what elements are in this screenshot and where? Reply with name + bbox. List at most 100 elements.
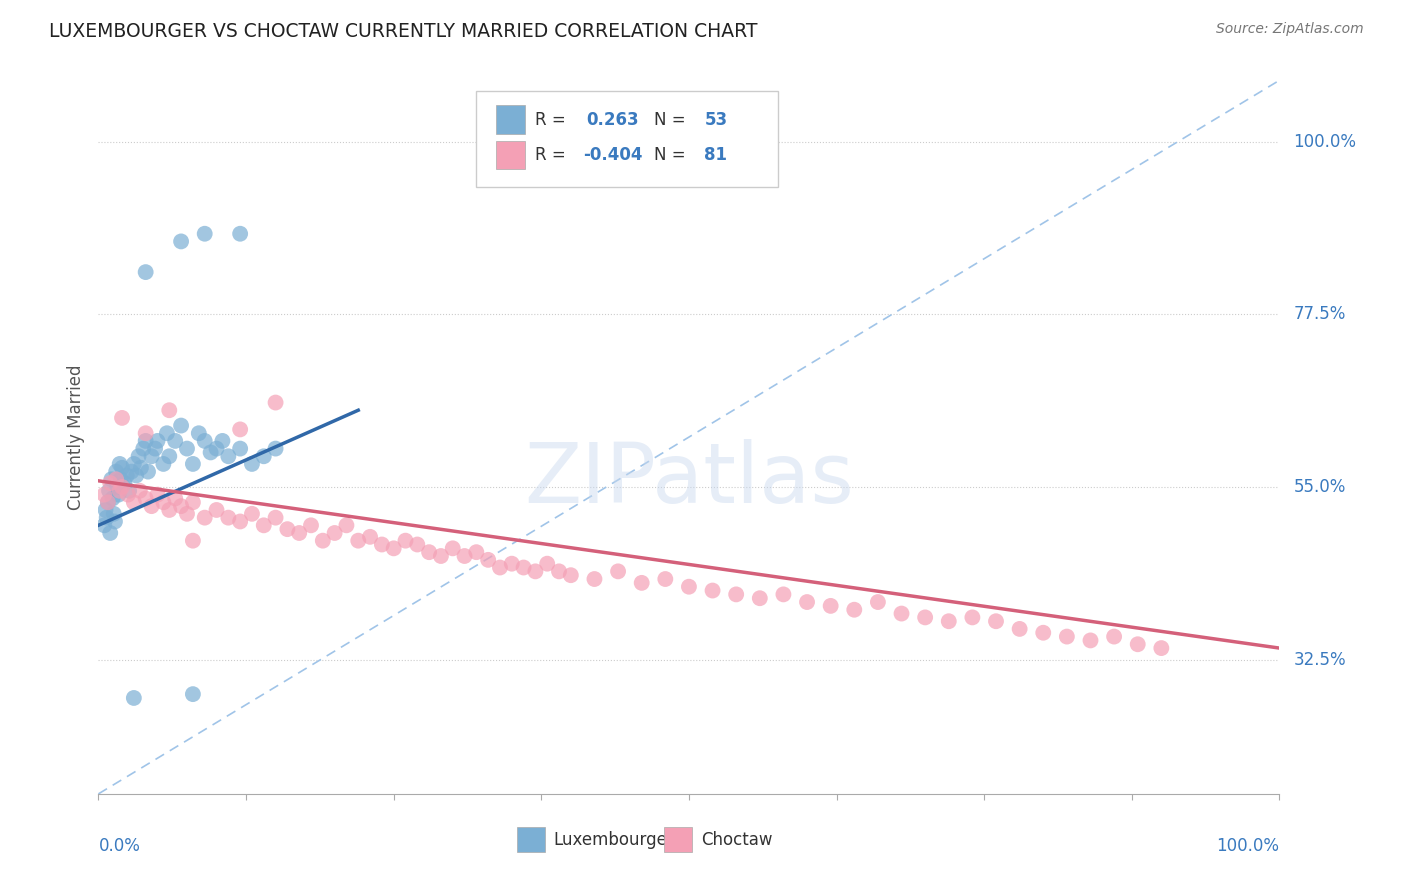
- Point: [240, 457, 263, 471]
- Point: [107, 488, 129, 502]
- Point: [146, 434, 169, 448]
- Point: [157, 503, 180, 517]
- Point: [394, 533, 416, 548]
- Point: [1032, 625, 1054, 640]
- Point: [430, 549, 453, 563]
- Point: [1150, 641, 1173, 656]
- Point: [128, 483, 150, 498]
- Point: [105, 480, 128, 494]
- Point: [98, 483, 121, 498]
- Point: [583, 572, 606, 586]
- Text: 100.0%: 100.0%: [1294, 133, 1357, 151]
- Point: [111, 410, 134, 425]
- Point: [118, 483, 141, 498]
- Point: [217, 510, 239, 524]
- Point: [820, 599, 842, 613]
- Point: [135, 434, 157, 448]
- Point: [536, 557, 558, 571]
- Point: [115, 468, 138, 483]
- Point: [477, 553, 499, 567]
- Point: [97, 495, 120, 509]
- Point: [103, 507, 125, 521]
- Point: [122, 457, 145, 471]
- Point: [176, 442, 198, 456]
- Point: [205, 442, 228, 456]
- Point: [229, 515, 252, 529]
- Point: [205, 503, 228, 517]
- Point: [108, 483, 131, 498]
- Point: [359, 530, 381, 544]
- Point: [170, 235, 193, 249]
- Point: [630, 575, 652, 590]
- Point: [141, 499, 163, 513]
- Point: [112, 476, 135, 491]
- Point: [170, 418, 193, 433]
- Point: [229, 442, 252, 456]
- Text: Luxembourgers: Luxembourgers: [553, 831, 683, 849]
- Point: [264, 395, 287, 409]
- Point: [111, 460, 134, 475]
- Point: [132, 442, 155, 456]
- Point: [93, 488, 115, 502]
- Point: [229, 422, 252, 436]
- Point: [299, 518, 322, 533]
- Point: [844, 603, 866, 617]
- Point: [105, 465, 128, 479]
- Text: 0.0%: 0.0%: [98, 837, 141, 855]
- Point: [288, 526, 311, 541]
- Point: [96, 510, 118, 524]
- Point: [129, 460, 152, 475]
- Point: [181, 687, 204, 701]
- Point: [489, 560, 512, 574]
- Point: [181, 457, 204, 471]
- Point: [200, 445, 222, 459]
- Point: [560, 568, 582, 582]
- Point: [156, 426, 179, 441]
- Point: [211, 434, 233, 448]
- Point: [93, 518, 115, 533]
- Point: [938, 614, 960, 628]
- Point: [607, 565, 630, 579]
- Point: [176, 507, 198, 521]
- Point: [371, 537, 394, 551]
- Point: [702, 583, 724, 598]
- Point: [108, 457, 131, 471]
- Text: 77.5%: 77.5%: [1294, 305, 1346, 323]
- FancyBboxPatch shape: [664, 827, 693, 852]
- Point: [111, 480, 134, 494]
- Point: [382, 541, 405, 556]
- Point: [548, 565, 571, 579]
- Point: [264, 442, 287, 456]
- Point: [229, 227, 252, 241]
- Point: [157, 450, 180, 464]
- Point: [165, 434, 187, 448]
- Point: [194, 434, 217, 448]
- Point: [135, 265, 157, 279]
- Text: 55.0%: 55.0%: [1294, 478, 1346, 496]
- Point: [441, 541, 464, 556]
- Point: [194, 227, 217, 241]
- FancyBboxPatch shape: [477, 91, 778, 187]
- Point: [406, 537, 429, 551]
- Point: [122, 495, 145, 509]
- Point: [170, 499, 193, 513]
- Point: [187, 426, 209, 441]
- Point: [276, 522, 298, 536]
- Point: [181, 533, 204, 548]
- Point: [152, 495, 174, 509]
- Point: [890, 607, 912, 621]
- Text: 53: 53: [704, 111, 727, 128]
- Point: [725, 587, 748, 601]
- Point: [104, 515, 127, 529]
- Point: [654, 572, 676, 586]
- Point: [135, 426, 157, 441]
- Point: [165, 491, 187, 506]
- Point: [772, 587, 794, 601]
- Point: [418, 545, 440, 559]
- Text: 81: 81: [704, 146, 727, 164]
- FancyBboxPatch shape: [516, 827, 546, 852]
- FancyBboxPatch shape: [496, 105, 524, 134]
- Point: [240, 507, 263, 521]
- Text: Choctaw: Choctaw: [700, 831, 772, 849]
- Point: [264, 510, 287, 524]
